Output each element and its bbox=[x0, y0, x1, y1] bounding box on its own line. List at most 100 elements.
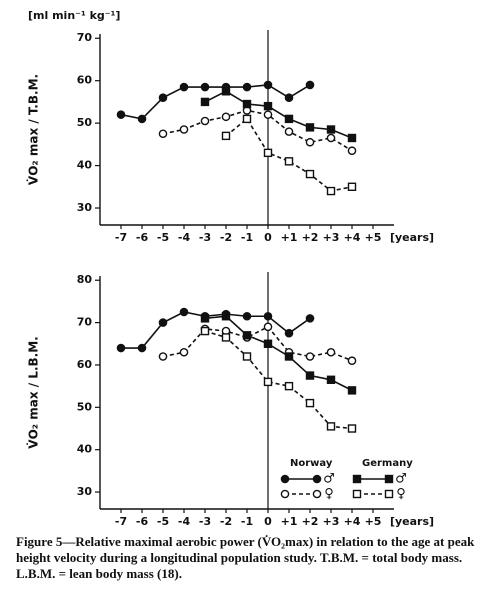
marker bbox=[137, 343, 147, 353]
legend-marker bbox=[312, 474, 322, 484]
marker bbox=[347, 133, 357, 143]
y-tick-label: 30 bbox=[77, 485, 93, 498]
x-tick-label: -7 bbox=[115, 231, 127, 244]
y-tick-label: 50 bbox=[77, 400, 93, 413]
marker bbox=[200, 97, 210, 107]
x-tick-label: +3 bbox=[323, 515, 340, 528]
x-axis-label: [years] bbox=[390, 231, 434, 244]
marker bbox=[200, 314, 210, 323]
series-line bbox=[162, 109, 353, 152]
marker bbox=[347, 424, 357, 433]
x-tick-label: -2 bbox=[220, 515, 232, 528]
marker bbox=[263, 311, 273, 321]
y-tick-label: 50 bbox=[77, 116, 93, 129]
marker bbox=[242, 352, 252, 361]
marker bbox=[284, 381, 294, 391]
figure: 30 40 50 60 70 -7 -6 -5 -4 -3 -2 -1 0 +1 +2 +3 +4 +5 [year… bbox=[26, 9, 434, 528]
series-line bbox=[120, 84, 311, 120]
x-tick-label: -4 bbox=[178, 515, 191, 528]
marker bbox=[305, 137, 315, 147]
marker bbox=[284, 328, 294, 338]
x-tick-label: 0 bbox=[264, 231, 272, 244]
marker bbox=[158, 129, 168, 139]
legend-label: ♀ bbox=[396, 487, 406, 502]
marker bbox=[263, 110, 273, 119]
legend-marker bbox=[280, 474, 290, 484]
legend-marker bbox=[352, 489, 362, 499]
marker bbox=[284, 352, 294, 361]
marker bbox=[284, 157, 294, 166]
marker bbox=[305, 123, 315, 132]
y-tick-label: 80 bbox=[77, 273, 93, 286]
x-tick-label: 0 bbox=[264, 515, 272, 528]
marker bbox=[116, 110, 126, 119]
marker bbox=[179, 82, 189, 92]
x-tick-label: +4 bbox=[344, 231, 361, 244]
x-tick-label: -6 bbox=[136, 231, 149, 244]
marker bbox=[263, 339, 273, 348]
marker bbox=[326, 347, 336, 357]
marker bbox=[305, 352, 315, 361]
x-tick-label: -3 bbox=[199, 231, 211, 244]
marker bbox=[221, 112, 231, 122]
x-tick-label: -6 bbox=[136, 515, 149, 528]
x-tick-label: -3 bbox=[199, 515, 211, 528]
x-tick-label: +1 bbox=[281, 231, 298, 244]
marker bbox=[284, 127, 294, 136]
marker bbox=[326, 125, 336, 134]
legend-label: ♂ bbox=[395, 472, 407, 487]
y-tick-label: 60 bbox=[77, 358, 93, 371]
marker bbox=[263, 322, 273, 332]
marker bbox=[200, 326, 210, 336]
marker bbox=[263, 377, 273, 387]
marker bbox=[305, 314, 315, 323]
marker bbox=[221, 87, 231, 96]
marker bbox=[242, 99, 252, 109]
marker bbox=[326, 133, 336, 143]
x-axis-label: [years] bbox=[390, 515, 434, 528]
x-tick-label: +5 bbox=[365, 231, 382, 244]
marker bbox=[221, 131, 231, 141]
marker bbox=[347, 356, 357, 366]
marker bbox=[179, 125, 189, 134]
marker bbox=[242, 331, 252, 340]
marker bbox=[284, 114, 294, 124]
x-tick-label: -5 bbox=[157, 515, 169, 528]
x-tick-label: +4 bbox=[344, 515, 361, 528]
x-tick-label: -7 bbox=[115, 515, 127, 528]
legend-marker bbox=[384, 474, 394, 484]
y-tick-label: 70 bbox=[77, 31, 93, 44]
marker bbox=[263, 148, 273, 158]
marker bbox=[158, 318, 168, 327]
x-tick-label: -1 bbox=[241, 515, 253, 528]
x-tick-label: +5 bbox=[365, 515, 382, 528]
x-tick-label: +2 bbox=[302, 231, 319, 244]
x-tick-label: -1 bbox=[241, 231, 253, 244]
legend-header: Germany bbox=[362, 458, 413, 469]
y-axis-label: V̇O₂ max / L.B.M. bbox=[26, 336, 40, 448]
marker bbox=[347, 386, 357, 395]
marker bbox=[200, 116, 210, 126]
x-tick-label: +2 bbox=[302, 515, 319, 528]
marker bbox=[305, 398, 315, 408]
x-tick-label: -4 bbox=[178, 231, 191, 244]
marker bbox=[326, 186, 336, 196]
marker bbox=[242, 311, 252, 321]
marker bbox=[158, 352, 168, 361]
y-tick-label: 30 bbox=[77, 201, 93, 214]
legend-marker bbox=[280, 489, 290, 499]
x-tick-label: -2 bbox=[220, 231, 232, 244]
marker bbox=[179, 347, 189, 357]
marker bbox=[158, 93, 168, 102]
marker bbox=[242, 82, 252, 92]
legend-label: ♀ bbox=[324, 487, 334, 502]
y-tick-label: 60 bbox=[77, 74, 93, 87]
y-unit: [ml min⁻¹ kg⁻¹] bbox=[28, 9, 120, 22]
marker bbox=[305, 80, 315, 90]
marker bbox=[305, 371, 315, 380]
marker bbox=[347, 146, 357, 156]
marker bbox=[305, 169, 315, 179]
marker bbox=[326, 375, 336, 384]
caption: Figure 5—Relative maximal aerobic power … bbox=[16, 534, 475, 581]
